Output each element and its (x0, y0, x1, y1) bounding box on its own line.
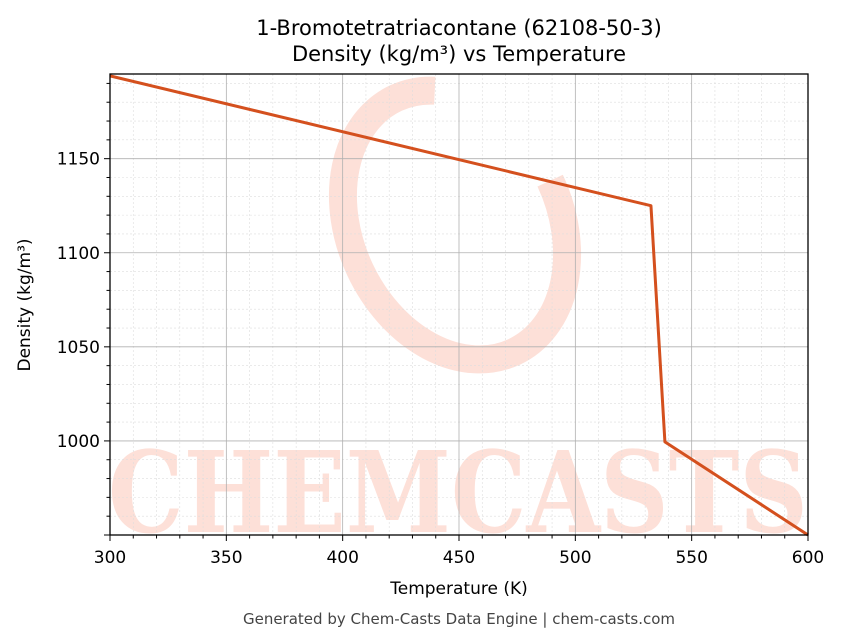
density-series-line (109, 74, 809, 537)
y-tick-label: 1150 (57, 150, 100, 170)
watermark-text: CHEMCASTS (108, 428, 808, 559)
y-tick-label: 1100 (57, 244, 100, 264)
watermark-logo-ring (328, 76, 582, 374)
x-tick-label: 600 (792, 548, 824, 568)
y-tick-label: 1000 (57, 432, 100, 452)
x-axis-ticks: 300 350 400 450 500 550 600 (94, 535, 824, 568)
x-tick-label: 400 (326, 548, 358, 568)
x-tick-label: 450 (443, 548, 475, 568)
watermark: CHEMCASTS (108, 76, 808, 559)
x-axis-label: Temperature (K) (389, 579, 528, 599)
chart-title-line1: 1-Bromotetratriacontane (62108-50-3) (256, 16, 662, 40)
footer-credit: Generated by Chem-Casts Data Engine | ch… (243, 610, 675, 628)
chart-title-line2: Density (kg/m³) vs Temperature (292, 42, 626, 66)
y-axis-ticks: 1000 1050 1100 1150 (57, 82, 110, 536)
x-tick-label: 300 (94, 548, 126, 568)
series-layer (109, 74, 809, 537)
x-tick-label: 550 (675, 548, 707, 568)
y-tick-label: 1050 (57, 338, 100, 358)
y-axis-label: Density (kg/m³) (15, 238, 35, 371)
x-tick-label: 500 (559, 548, 591, 568)
major-grid (109, 74, 809, 535)
x-tick-label: 350 (210, 548, 242, 568)
